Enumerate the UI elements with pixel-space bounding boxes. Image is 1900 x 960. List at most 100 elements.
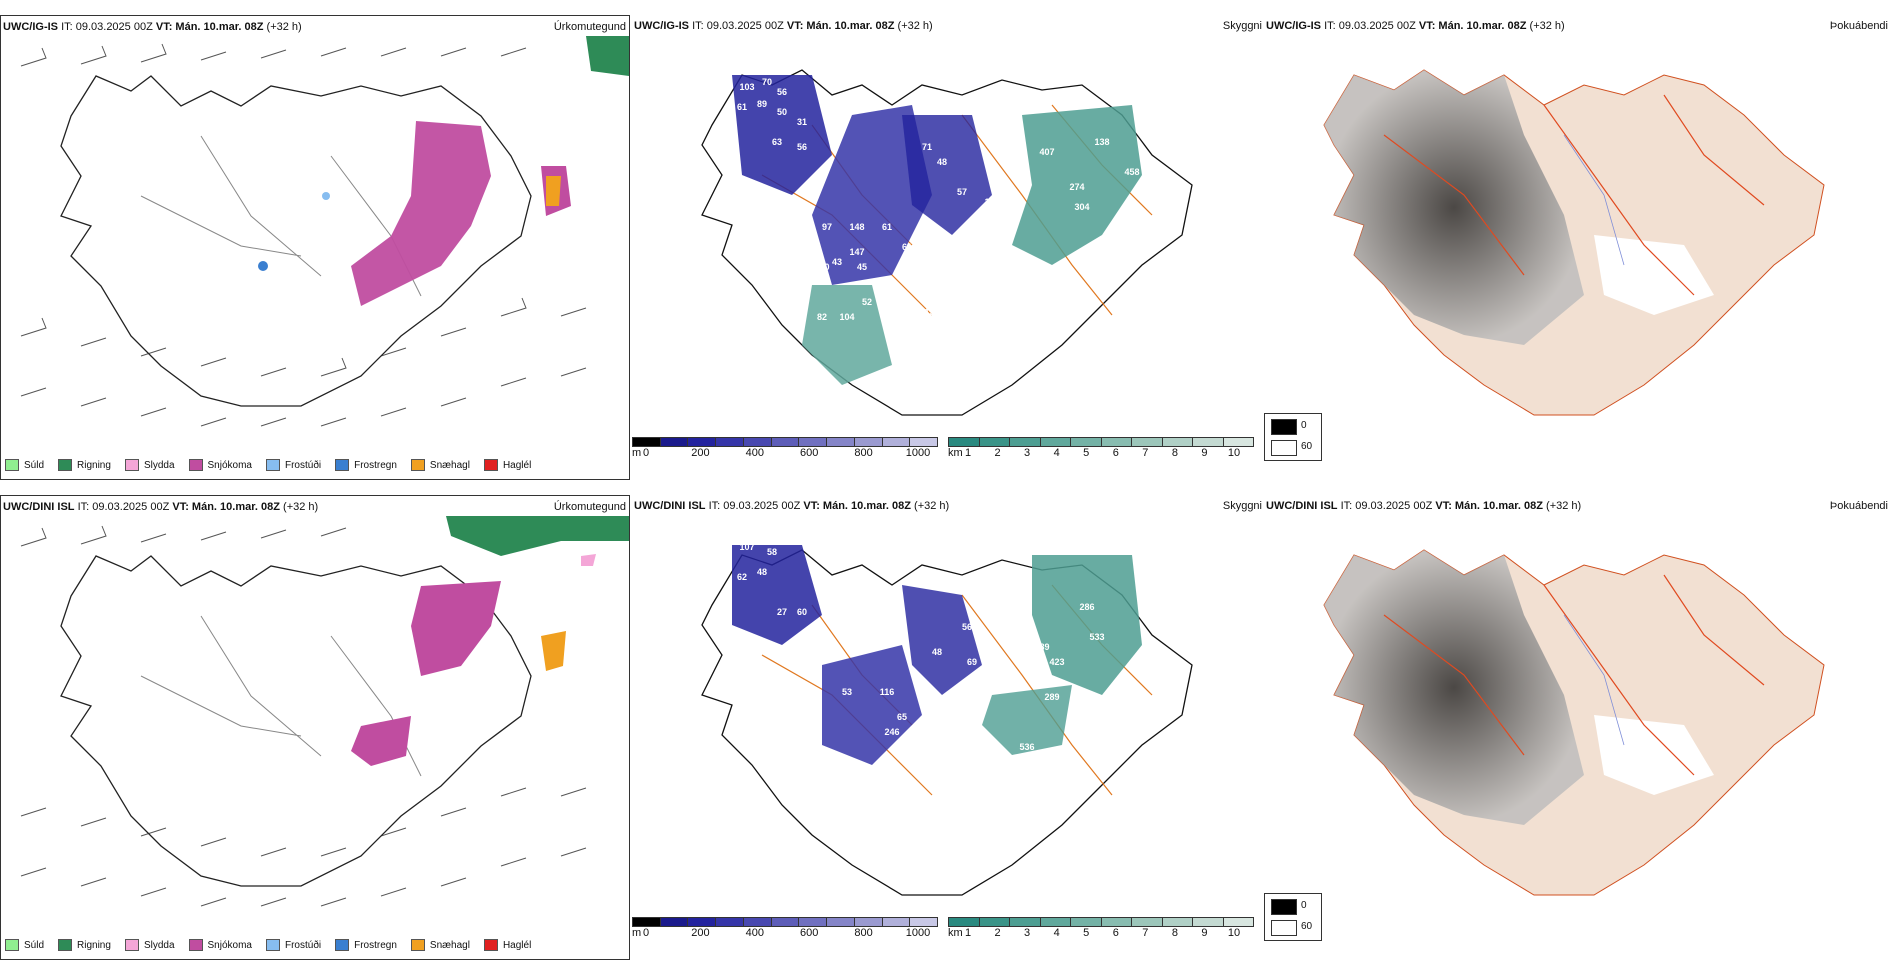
ceiling-label: 78 <box>917 107 927 117</box>
model-name: UWC/DINI ISL <box>1266 500 1338 512</box>
cloud-panel-top: UWC/IG-IS IT: 09.03.2025 00Z VT: Mán. 10… <box>1264 15 1894 480</box>
iceland-outline <box>60 75 532 407</box>
lead-time: (+32 h) <box>283 501 319 513</box>
colorbar-tick: 800 <box>854 447 873 459</box>
ceiling-label: 56 <box>797 142 807 152</box>
snow-area <box>351 121 491 306</box>
colorbar-swatch <box>882 918 911 926</box>
ceiling-colorbar: m 0 200 400 600 800 1000 <box>632 437 938 461</box>
ceiling-label: 56 <box>777 87 787 97</box>
colorbar-tick: 4 <box>1053 447 1060 459</box>
ceiling-label: 246 <box>884 727 899 737</box>
ceiling-label: 107 <box>739 542 754 552</box>
lead-time: (+32 h) <box>266 21 302 33</box>
valid-time: VT: Mán. 10.mar. 08Z <box>786 20 895 32</box>
visibility-unit: km <box>948 927 963 939</box>
colorbar-tick: 1 <box>964 447 972 459</box>
ceiling-label: 287 <box>929 782 944 792</box>
colorbar-tick: 9 <box>1201 927 1208 939</box>
valid-time: VT: Mán. 10.mar. 08Z <box>172 501 280 513</box>
precip-map <box>20 516 629 907</box>
colorbar-swatch <box>1132 438 1163 446</box>
colorbar-tick: 600 <box>800 927 819 939</box>
lead-time: (+32 h) <box>1546 500 1582 512</box>
colorbar-swatch <box>688 918 717 926</box>
ceiling-label: 152 <box>924 307 939 317</box>
ceiling-label: 52 <box>862 297 872 307</box>
colorbar-swatch <box>1010 438 1041 446</box>
legend-sleet: Slydda <box>124 939 175 951</box>
ceiling-label: 58 <box>767 547 777 557</box>
ceiling-label: 59 <box>832 752 842 762</box>
ceiling-label: 70 <box>762 77 772 87</box>
wind-barbs <box>20 525 587 907</box>
colorbar-tick: 400 <box>745 447 764 459</box>
colorbar-swatch <box>949 438 980 446</box>
colorbar-tick: 600 <box>800 447 819 459</box>
model-name: UWC/IG-IS <box>1266 20 1321 32</box>
colorbar-swatch <box>1101 918 1132 926</box>
colorbar-tick: 10 <box>1227 927 1241 939</box>
ceiling-label: 53 <box>842 687 852 697</box>
panel-title: Þokuábendi <box>1829 500 1888 512</box>
colorbar-swatch <box>1193 438 1224 446</box>
colorbar-swatch <box>1223 438 1253 446</box>
ceiling-label: 88 <box>932 387 942 397</box>
ceiling-label: 148 <box>849 222 864 232</box>
panel-header: UWC/DINI ISL IT: 09.03.2025 00Z VT: Mán.… <box>1266 500 1581 512</box>
colorbar-tick: 200 <box>691 927 710 939</box>
snow-area <box>411 581 501 676</box>
model-name: UWC/DINI ISL <box>634 500 706 512</box>
legend-rain: Rigning <box>58 459 111 471</box>
ceiling-label: 43 <box>832 257 842 267</box>
valid-time: VT: Mán. 10.mar. 08Z <box>803 500 911 512</box>
visibility-colorbar: km 1 2 3 4 5 6 7 8 9 10 <box>948 437 1254 461</box>
ceiling-label: 407 <box>1039 147 1054 157</box>
ceiling-label: 48 <box>937 157 947 167</box>
legend-snow: Snjókoma <box>188 939 252 951</box>
colorbar-tick: 200 <box>691 447 710 459</box>
iceland-outline <box>60 555 532 887</box>
ceiling-label: 274 <box>1069 182 1084 192</box>
colorbar-swatch <box>1010 918 1041 926</box>
init-time: IT: 09.03.2025 00Z <box>1324 20 1416 32</box>
panel-title: Skyggni <box>1222 500 1262 512</box>
colorbar-tick: 9 <box>1201 447 1208 459</box>
panel-header: UWC/DINI ISL IT: 09.03.2025 00Z VT: Mán.… <box>3 501 318 513</box>
precip-panel-top: UWC/IG-IS IT: 09.03.2025 00Z VT: Mán. 10… <box>0 15 630 480</box>
legend-sleet: Slydda <box>124 459 175 471</box>
colorbar-tick: 8 <box>1171 447 1178 459</box>
legend-freezing-rain: Frostregn <box>335 459 397 471</box>
lead-time: (+32 h) <box>897 20 933 32</box>
colorbar-tick: 400 <box>745 927 764 939</box>
legend-freezing-rain: Frostregn <box>335 939 397 951</box>
colorbar-swatch <box>1101 438 1132 446</box>
panel-title: Úrkomutegund <box>553 21 626 33</box>
ceiling-label: 104 <box>839 312 854 322</box>
colorbar-swatch <box>716 438 744 446</box>
ceiling-label: 82 <box>817 312 827 322</box>
ceiling-label: 61 <box>882 222 892 232</box>
colorbar-swatch <box>771 918 800 926</box>
colorbar-swatch <box>743 918 772 926</box>
snow-area-south <box>351 716 411 766</box>
colorbar-swatch <box>979 438 1010 446</box>
colorbar-swatch <box>1162 438 1193 446</box>
colorbar-swatch <box>633 438 661 446</box>
colorbar-swatch <box>771 438 800 446</box>
colorbar-tick: 800 <box>854 927 873 939</box>
colorbar-swatch <box>882 438 911 446</box>
model-name: UWC/DINI ISL <box>3 501 75 513</box>
init-time: IT: 09.03.2025 00Z <box>77 501 170 513</box>
legend-snow-pellets: Snæhagl <box>410 459 470 471</box>
legend-drizzle: Súld <box>5 459 44 471</box>
colorbar-tick: 1000 <box>905 447 931 459</box>
ceiling-label: 116 <box>880 687 895 697</box>
legend-rain: Rigning <box>58 939 111 951</box>
ceiling-label: 61 <box>902 242 912 252</box>
colorbar-tick: 2 <box>994 447 1001 459</box>
precip-panel-bottom: UWC/DINI ISL IT: 09.03.2025 00Z VT: Mán.… <box>0 495 630 960</box>
